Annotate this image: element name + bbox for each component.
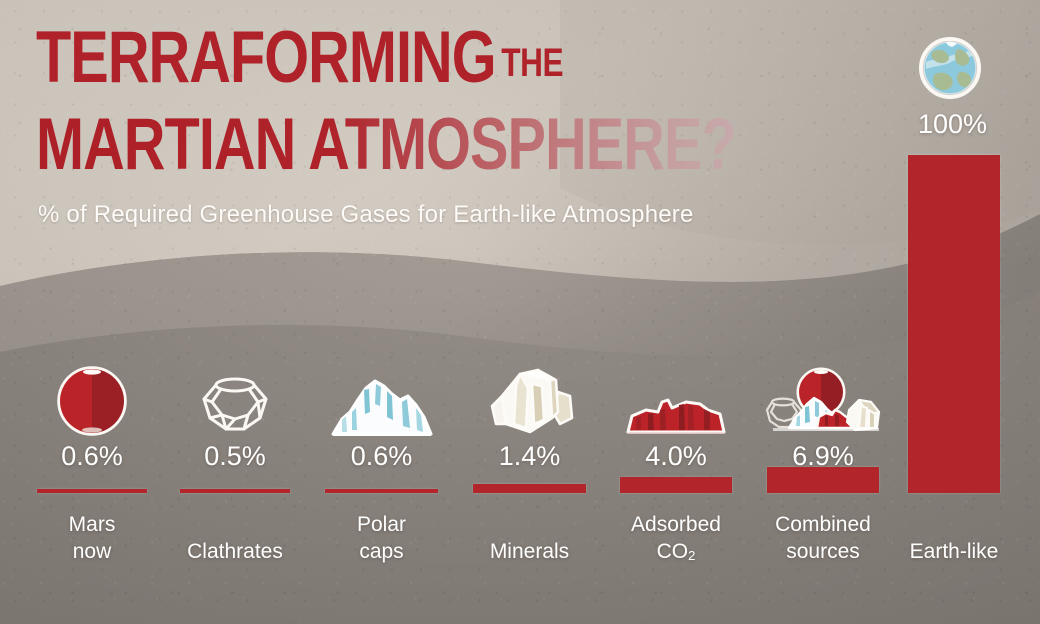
bar-category-line-2: sources bbox=[786, 540, 860, 564]
bar-category-line-1: Polar bbox=[356, 513, 407, 537]
bar-category-label: Earth-like bbox=[894, 539, 1014, 566]
bar-column-minerals[interactable]: 1.4% Minerals bbox=[473, 0, 586, 624]
combined-sources-icon bbox=[765, 367, 881, 432]
bar-category-label: Clathrates bbox=[166, 539, 304, 566]
title-the-word: THE bbox=[501, 40, 564, 86]
bar-category-subscript: 2 bbox=[688, 548, 696, 564]
bar-column-mars-now[interactable]: 0.6% Mars now bbox=[37, 0, 147, 624]
bar-category-label: Combined sources bbox=[753, 512, 893, 566]
title-block: TERRAFORMING THE MARTIAN ATMOSPHERE? bbox=[36, 21, 789, 181]
bar-category-line-1: Adsorbed bbox=[631, 513, 721, 537]
bar-icon-slot bbox=[180, 362, 290, 438]
bar-icon-slot bbox=[473, 362, 586, 438]
bar-column-adsorbed-co2[interactable]: 4.0% Adsorbed CO2 bbox=[620, 0, 732, 624]
bar-value-label: 0.5% bbox=[204, 441, 266, 471]
bar-column-earth-like[interactable]: Earth-like bbox=[908, 0, 1000, 624]
mineral-crystal-icon bbox=[490, 368, 573, 434]
bar-column-clathrates[interactable]: 0.5% Clathrates bbox=[180, 0, 290, 624]
bar-rect bbox=[908, 155, 1000, 493]
bar-value-label: 0.6% bbox=[350, 441, 413, 471]
bar-column-combined-sources[interactable]: 6.9% Combined sources bbox=[765, 0, 881, 624]
bar-icon-slot bbox=[325, 362, 438, 438]
bar-value-label: 1.4% bbox=[498, 441, 561, 471]
red-regolith-rock-icon bbox=[626, 398, 726, 434]
page-title-line-2: MARTIAN ATMOSPHERE? bbox=[36, 103, 737, 186]
mars-planet-icon bbox=[57, 366, 127, 436]
bar-icon-slot bbox=[37, 362, 147, 438]
bar-category-line-1: Minerals bbox=[489, 540, 570, 564]
page-subtitle: % of Required Greenhouse Gases for Earth… bbox=[38, 201, 694, 228]
earth-callout: 100% bbox=[918, 36, 988, 140]
bar-rect bbox=[180, 489, 290, 493]
bar-category-line-2: now bbox=[72, 540, 112, 564]
bar-category-line-1: Earth-like bbox=[909, 540, 999, 564]
bar-category-line-1: Mars bbox=[68, 513, 116, 537]
earth-callout-value: 100% bbox=[918, 109, 988, 139]
bar-rect bbox=[37, 489, 147, 493]
bar-value-label: 4.0% bbox=[645, 441, 707, 471]
bar-category-line-1: Combined bbox=[775, 513, 871, 537]
bar-category-line-2: caps bbox=[359, 540, 404, 564]
bar-category-label: Mars now bbox=[23, 512, 161, 566]
page-title-line-1: TERRAFORMING THE bbox=[36, 21, 736, 94]
bar-icon-slot bbox=[620, 362, 732, 438]
bar-column-polar-caps[interactable]: 0.6% Polar caps bbox=[325, 0, 438, 624]
clathrate-cage-icon bbox=[202, 377, 268, 431]
ice-mountain-icon bbox=[331, 379, 432, 436]
bar-rect bbox=[473, 484, 586, 493]
bar-category-line-1: Clathrates bbox=[187, 540, 283, 564]
bar-category-label: Adsorbed CO2 bbox=[606, 512, 746, 566]
earth-globe-icon bbox=[919, 37, 981, 99]
bar-icon-slot bbox=[765, 362, 881, 438]
bar-category-line-2: CO bbox=[656, 540, 689, 564]
bar-value-label: 6.9% bbox=[792, 441, 854, 471]
bar-value-label: 0.6% bbox=[61, 441, 123, 471]
bar-category-label: Polar caps bbox=[311, 512, 452, 566]
title-main-word: TERRAFORMING bbox=[36, 16, 497, 99]
bar-rect bbox=[767, 467, 879, 493]
bar-rect bbox=[620, 477, 732, 493]
bar-rect bbox=[325, 489, 438, 493]
bar-category-label: Minerals bbox=[459, 539, 600, 566]
